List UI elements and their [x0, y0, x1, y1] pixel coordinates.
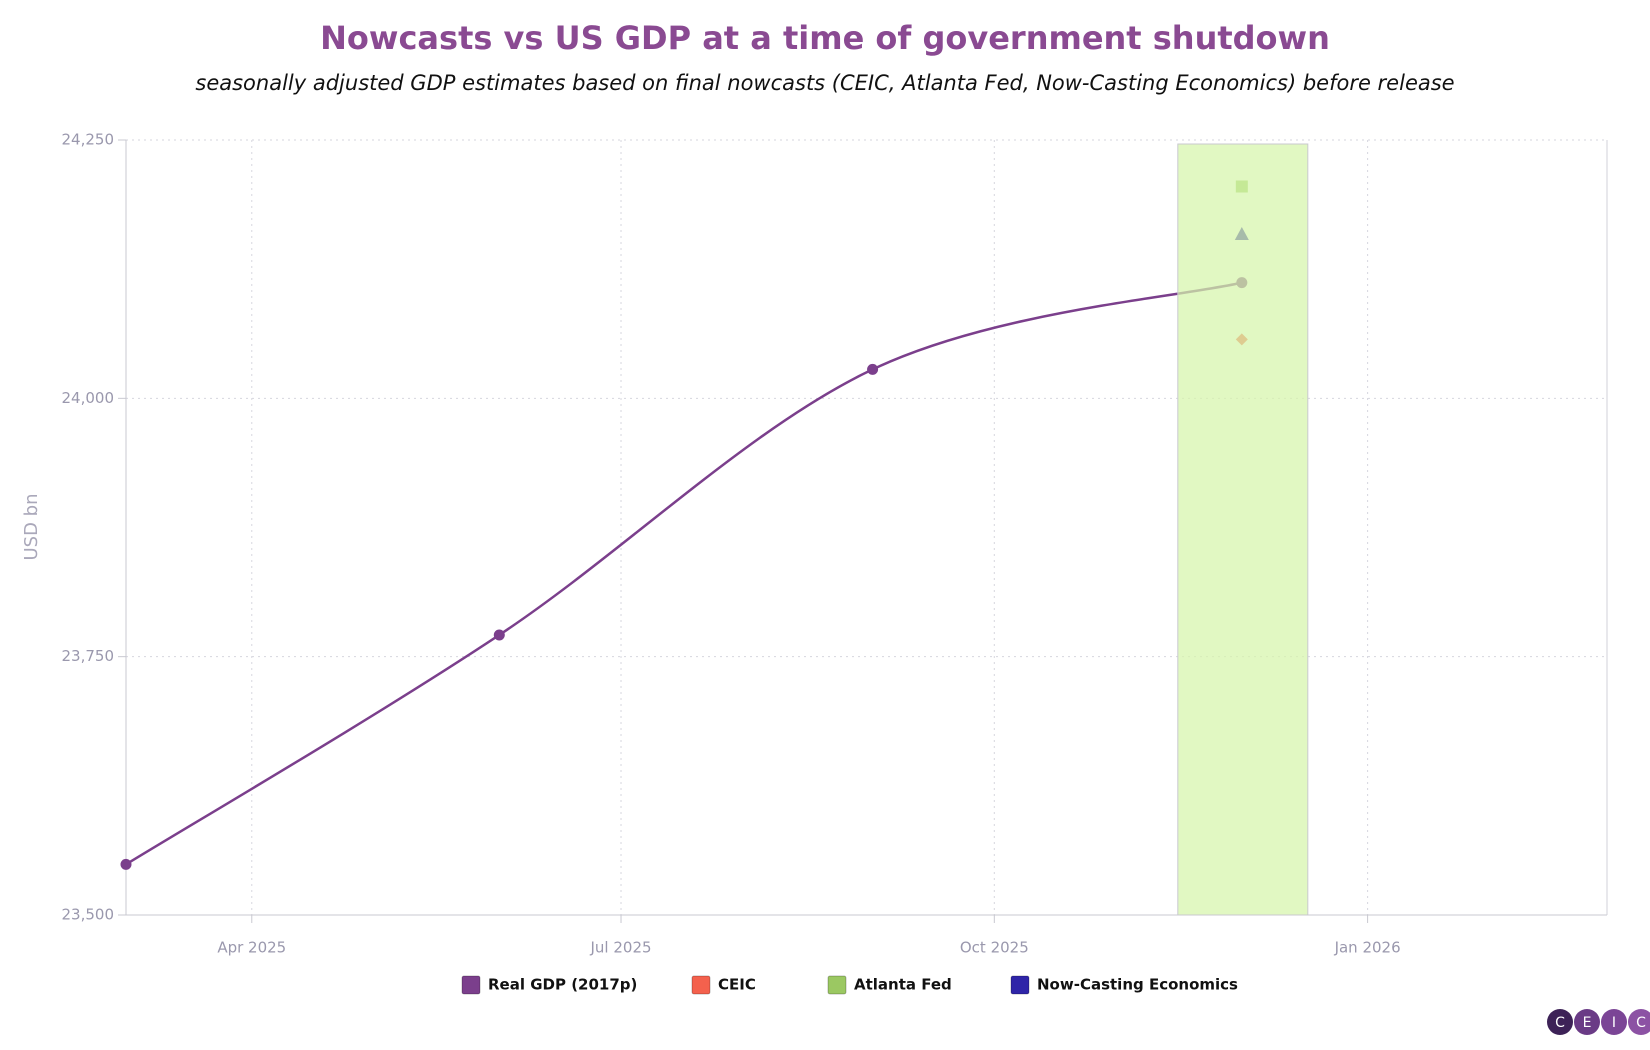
logo-circle: [1628, 1009, 1650, 1035]
logo-circle: [1574, 1009, 1600, 1035]
legend-swatch: [827, 975, 847, 995]
legend-label: Now-Casting Economics: [1037, 976, 1238, 994]
legend-swatch: [1010, 975, 1030, 995]
nowcast-band: [1177, 143, 1309, 916]
y-axis-label: USD bn: [21, 493, 42, 560]
logo-circle: [1601, 1009, 1627, 1035]
x-tick-label: Jan 2026: [1334, 939, 1401, 957]
point: [120, 858, 132, 870]
x-tick-label: Oct 2025: [960, 939, 1029, 957]
legend-label: CEIC: [718, 976, 756, 994]
logo-letter: I: [1612, 1015, 1616, 1031]
point: [867, 363, 879, 375]
point: [493, 629, 505, 641]
y-tick-label: 23,500: [62, 906, 115, 924]
chart-title: Nowcasts vs US GDP at a time of governme…: [320, 19, 1330, 57]
logo-circle: [1547, 1009, 1573, 1035]
y-tick-label: 23,750: [62, 647, 115, 665]
logo-letter: C: [1636, 1015, 1646, 1031]
y-tick-label: 24,250: [62, 131, 115, 149]
x-tick-label: Apr 2025: [217, 939, 286, 957]
legend-swatch: [691, 975, 711, 995]
y-tick-label: 24,000: [62, 389, 115, 407]
x-tick-label: Jul 2025: [589, 939, 651, 957]
logo-letter: E: [1583, 1015, 1592, 1031]
legend-swatch: [461, 975, 481, 995]
line: [125, 281, 1243, 866]
legend-label: Atlanta Fed: [854, 976, 952, 994]
logo-letter: C: [1555, 1015, 1565, 1031]
chart-subtitle: seasonally adjusted GDP estimates based …: [195, 71, 1454, 95]
legend-label: Real GDP (2017p): [488, 976, 637, 994]
